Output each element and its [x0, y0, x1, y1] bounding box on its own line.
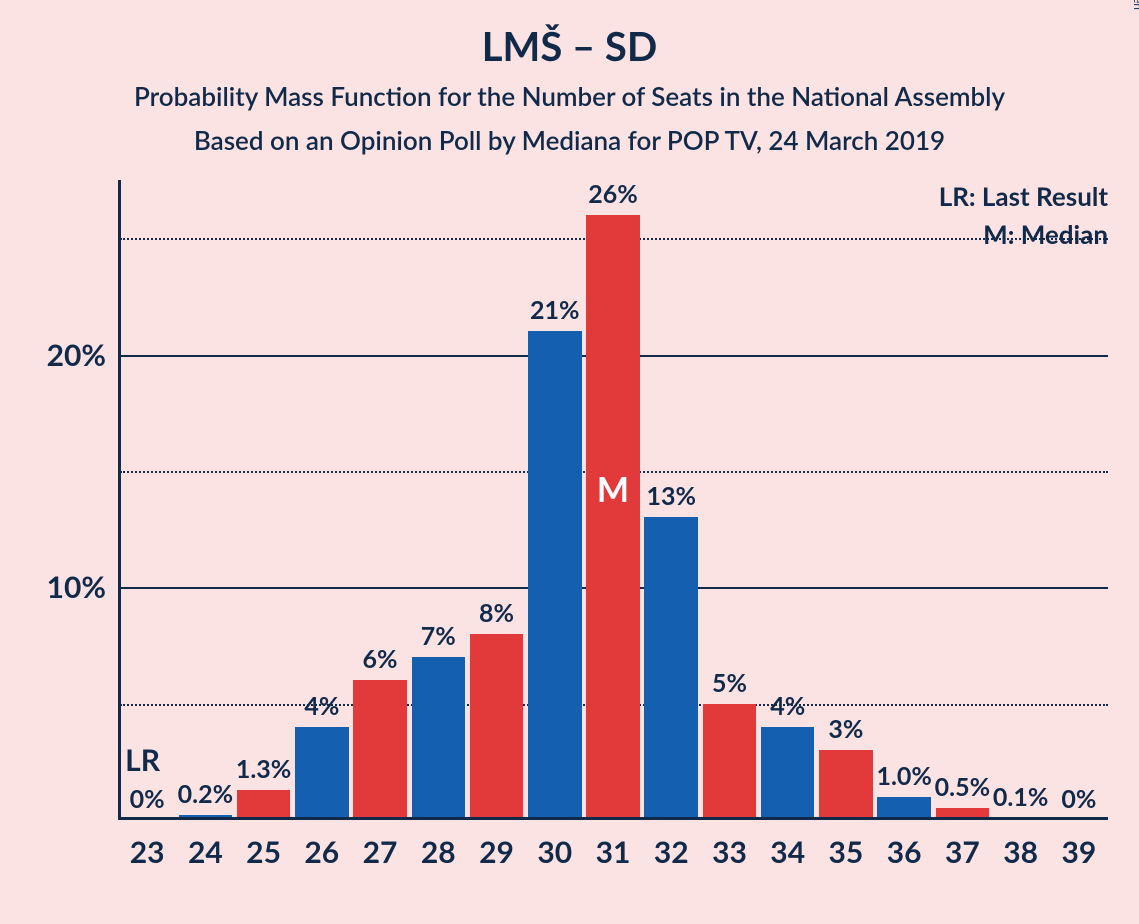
- chart-subtitle-1: Probability Mass Function for the Number…: [0, 80, 1139, 112]
- bar-value-label: 21%: [530, 295, 580, 331]
- bar-33: 5%: [703, 704, 757, 820]
- bar-29: 8%: [470, 634, 524, 820]
- x-tick-label: 35: [829, 820, 864, 870]
- y-tick-label: 10%: [47, 569, 118, 605]
- copyright-text: © 2019 Filip van Laenen: [1131, 0, 1139, 10]
- bar-value-label: 8%: [479, 598, 514, 634]
- bar-value-label: 13%: [646, 481, 696, 517]
- bar-value-label: 7%: [421, 621, 456, 657]
- annotation-last-result: LR: [125, 742, 160, 778]
- x-tick-label: 32: [654, 820, 689, 870]
- bar-31: 26%M: [586, 215, 640, 820]
- x-tick-label: 28: [421, 820, 456, 870]
- bar-value-label: 0.1%: [993, 782, 1048, 818]
- bar-30: 21%: [528, 331, 582, 820]
- x-tick-label: 23: [130, 820, 165, 870]
- bar-value-label: 6%: [363, 644, 398, 680]
- bar-26: 4%: [295, 727, 349, 820]
- x-tick-label: 33: [712, 820, 747, 870]
- bar-value-label: 5%: [712, 668, 747, 704]
- bar-value-label: 4%: [304, 691, 339, 727]
- bar-value-label: 3%: [828, 714, 863, 750]
- y-axis-line: [118, 180, 121, 820]
- bar-value-label: 0%: [1061, 784, 1096, 820]
- bar-value-label: 0.5%: [935, 772, 990, 808]
- bar-27: 6%: [353, 680, 407, 820]
- bar-35: 3%: [819, 750, 873, 820]
- x-tick-label: 36: [887, 820, 922, 870]
- bar-value-label: 1.0%: [876, 761, 931, 797]
- bar-32: 13%: [644, 517, 698, 820]
- bar-value-label: 0.2%: [178, 779, 233, 815]
- x-tick-label: 30: [537, 820, 572, 870]
- x-tick-label: 39: [1061, 820, 1096, 870]
- bar-value-label: 0%: [130, 784, 165, 820]
- x-tick-label: 25: [246, 820, 281, 870]
- annotation-median: M: [597, 469, 629, 510]
- bar-value-label: 1.3%: [236, 754, 291, 790]
- bar-value-label: 26%: [588, 179, 638, 215]
- x-tick-label: 31: [596, 820, 631, 870]
- x-tick-label: 24: [188, 820, 223, 870]
- bar-value-label: 4%: [770, 691, 805, 727]
- y-tick-label: 20%: [47, 337, 118, 373]
- x-tick-label: 38: [1003, 820, 1038, 870]
- bar-34: 4%: [761, 727, 815, 820]
- x-tick-label: 37: [945, 820, 980, 870]
- x-tick-label: 29: [479, 820, 514, 870]
- bar-25: 1.3%: [237, 790, 291, 820]
- bar-28: 7%: [412, 657, 466, 820]
- chart-subtitle-2: Based on an Opinion Poll by Mediana for …: [0, 124, 1139, 156]
- x-tick-label: 34: [770, 820, 805, 870]
- x-tick-label: 27: [363, 820, 398, 870]
- chart-plot-area: LR: Last Result M: Median 0%0.2%1.3%4%6%…: [118, 180, 1108, 820]
- chart-bars: 0%0.2%1.3%4%6%7%8%21%26%M13%5%4%3%1.0%0.…: [118, 180, 1108, 820]
- x-tick-label: 26: [304, 820, 339, 870]
- chart-title: LMŠ – SD: [0, 22, 1139, 70]
